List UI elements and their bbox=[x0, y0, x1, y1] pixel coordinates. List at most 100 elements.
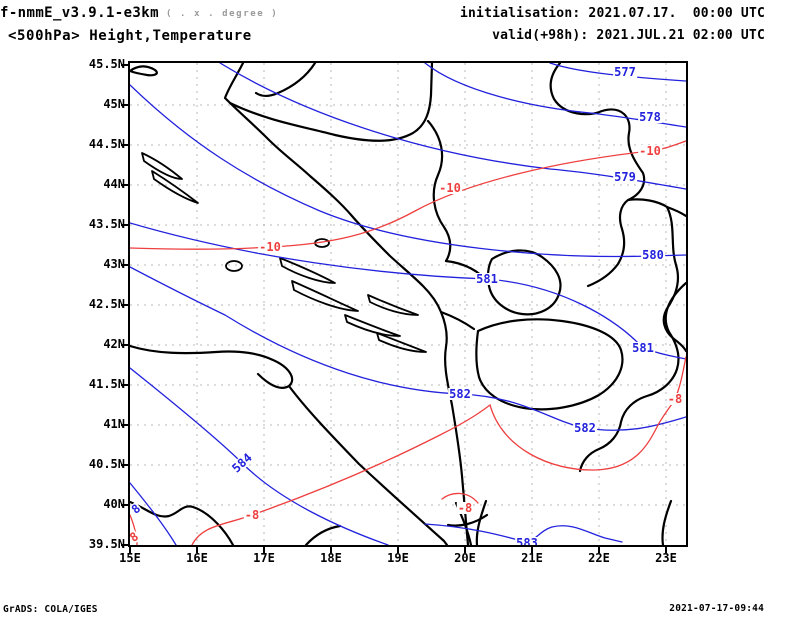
lat-tick bbox=[121, 464, 128, 466]
lat-tick bbox=[121, 104, 128, 106]
islands-layer bbox=[141, 152, 427, 353]
height-contour-577 bbox=[549, 63, 686, 82]
grads-credit: GrADS: COLA/IGES bbox=[3, 604, 98, 615]
height-contour-label: 580 bbox=[641, 248, 665, 262]
coastline-italy-south bbox=[130, 500, 235, 545]
coastline-topleft-hook bbox=[130, 65, 158, 77]
temp-contour-minus8-arc bbox=[441, 492, 479, 504]
border-bottom-right bbox=[661, 499, 673, 545]
height-contour-label: 578 bbox=[638, 110, 662, 124]
coastline-adriatic-east bbox=[223, 63, 470, 545]
temp-contour-minus10 bbox=[130, 140, 686, 250]
border-serbia-east bbox=[549, 63, 686, 288]
height-contour-label: 581 bbox=[475, 272, 499, 286]
lat-tick bbox=[121, 184, 128, 186]
island bbox=[376, 332, 427, 353]
lon-tick-label: 23E bbox=[655, 551, 677, 565]
lat-tick-label: 43N bbox=[103, 257, 125, 271]
lon-tick-label: 18E bbox=[320, 551, 342, 565]
temperature-contour-label: -8 bbox=[456, 501, 474, 515]
model-title: f-nmmE_v3.9.1-e3km bbox=[0, 5, 159, 21]
lon-tick bbox=[263, 547, 265, 553]
lat-tick bbox=[121, 144, 128, 146]
lat-tick bbox=[121, 544, 128, 546]
island bbox=[141, 152, 183, 180]
temp-contour-minus8 bbox=[191, 356, 686, 545]
lat-tick-label: 42N bbox=[103, 337, 125, 351]
lon-tick bbox=[665, 547, 667, 553]
height-contour-label: 581 bbox=[631, 341, 655, 355]
map-frame: 577 578 579 580 581 581 582 582 583 584 8 -10 -10 -10… bbox=[128, 61, 688, 547]
lat-tick-label: 43.5N bbox=[88, 217, 125, 231]
lat-tick bbox=[121, 64, 128, 66]
lon-tick-label: 15E bbox=[119, 551, 141, 565]
height-contour-label: 583 bbox=[515, 536, 539, 547]
height-contour-582 bbox=[130, 266, 686, 431]
height-contour-label: 577 bbox=[613, 65, 637, 79]
lat-tick-label: 40N bbox=[103, 497, 125, 511]
lon-tick bbox=[464, 547, 466, 553]
lat-tick bbox=[121, 424, 128, 426]
island bbox=[151, 170, 199, 204]
island bbox=[314, 238, 330, 248]
lon-tick-label: 17E bbox=[253, 551, 275, 565]
lon-tick bbox=[531, 547, 533, 553]
lat-tick bbox=[121, 224, 128, 226]
temperature-contour-label: -10 bbox=[258, 240, 282, 254]
height-contour-corner bbox=[130, 482, 177, 545]
lon-tick bbox=[330, 547, 332, 553]
lat-tick-label: 42.5N bbox=[88, 297, 125, 311]
valid-time: valid(+98h): 2021.JUL.21 02:00 UTC bbox=[492, 28, 765, 43]
lat-tick-label: 41.5N bbox=[88, 377, 125, 391]
lat-tick bbox=[121, 304, 128, 306]
border-kosovo bbox=[486, 249, 562, 316]
initialisation-time: initialisation: 2021.07.17. 00:00 UTC bbox=[459, 6, 765, 21]
lon-tick-label: 16E bbox=[186, 551, 208, 565]
island bbox=[367, 294, 419, 316]
lat-tick-label: 44.5N bbox=[88, 137, 125, 151]
field-title: <500hPa> Height,Temperature bbox=[8, 28, 252, 44]
lat-tick-label: 39.5N bbox=[88, 537, 125, 551]
geography-layer bbox=[130, 63, 686, 545]
generation-timestamp: 2021-07-17-09:44 bbox=[669, 603, 764, 614]
lon-tick-label: 22E bbox=[588, 551, 610, 565]
border-macedonia bbox=[475, 318, 624, 411]
coastline-italy-gargano bbox=[130, 344, 449, 545]
lon-tick bbox=[129, 547, 131, 553]
height-contour-label: 582 bbox=[448, 387, 472, 401]
grid-resolution-note: ( . x . degree ) bbox=[166, 9, 279, 19]
lon-tick-label: 19E bbox=[387, 551, 409, 565]
lat-tick-label: 40.5N bbox=[88, 457, 125, 471]
lat-tick-label: 41N bbox=[103, 417, 125, 431]
temperature-contour-label: -10 bbox=[438, 181, 462, 195]
height-contour-580 bbox=[130, 84, 686, 258]
lon-tick bbox=[196, 547, 198, 553]
island bbox=[225, 260, 243, 272]
lon-tick-label: 20E bbox=[454, 551, 476, 565]
temperature-contours-layer bbox=[130, 140, 686, 545]
height-contour-label: 582 bbox=[573, 421, 597, 435]
height-contour-label: 579 bbox=[613, 170, 637, 184]
lat-tick bbox=[121, 344, 128, 346]
lat-tick-label: 45N bbox=[103, 97, 125, 111]
lon-tick-label: 21E bbox=[521, 551, 543, 565]
contour-map-canvas bbox=[130, 63, 686, 545]
border-bosnia-north bbox=[228, 63, 434, 142]
coastline-taranto bbox=[304, 524, 342, 545]
border-top-segment bbox=[254, 63, 317, 98]
lon-tick bbox=[397, 547, 399, 553]
lat-tick-label: 45.5N bbox=[88, 57, 125, 71]
island bbox=[344, 314, 401, 337]
border-right-mass bbox=[578, 281, 686, 473]
graticule-gridlines bbox=[130, 63, 686, 545]
lon-tick bbox=[598, 547, 600, 553]
lat-tick bbox=[121, 384, 128, 386]
lat-tick bbox=[121, 264, 128, 266]
lat-tick bbox=[121, 504, 128, 506]
temperature-contour-label: -10 bbox=[638, 144, 662, 158]
island bbox=[279, 257, 336, 284]
height-contour-581 bbox=[130, 222, 686, 360]
temperature-contour-label: -8 bbox=[243, 508, 261, 522]
island bbox=[291, 280, 359, 312]
